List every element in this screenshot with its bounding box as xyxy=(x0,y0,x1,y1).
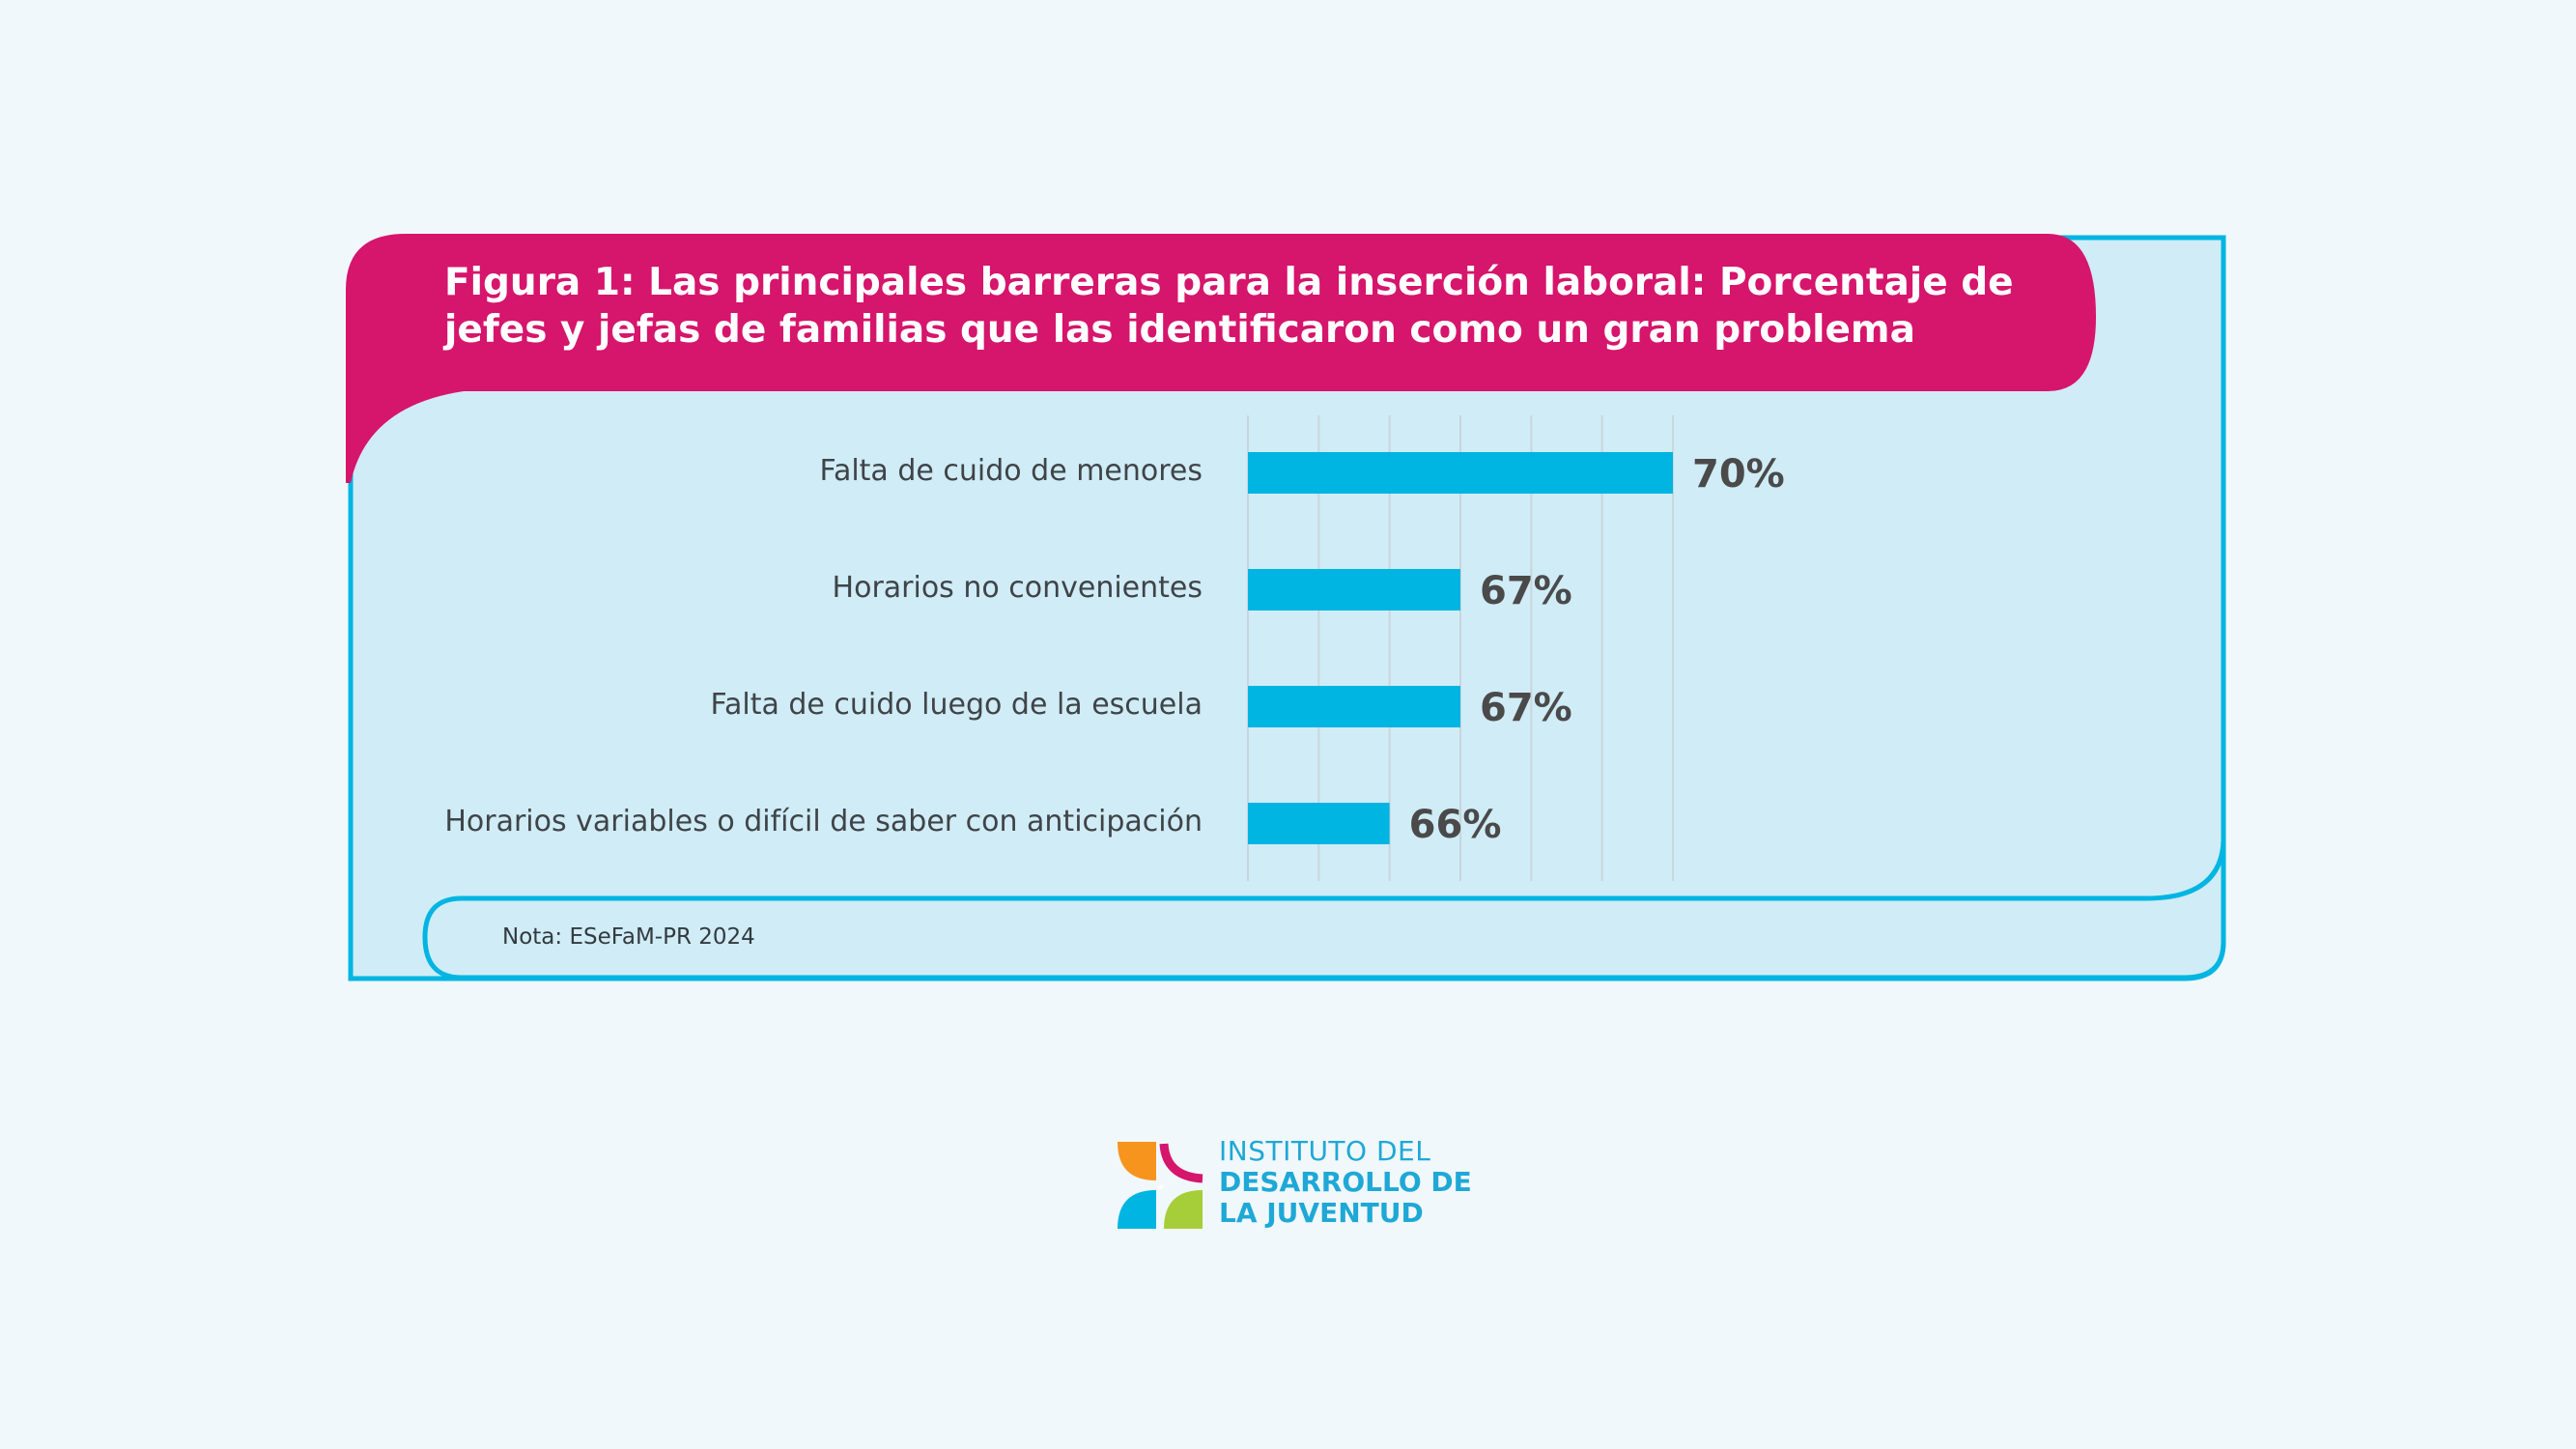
chart-title: Figura 1: Las principales barreras para … xyxy=(444,261,2014,353)
logo-white-star xyxy=(1156,1184,1164,1190)
logo-mark xyxy=(1118,1142,1203,1229)
logo-line-1: INSTITUTO DEL xyxy=(1219,1135,1431,1167)
category-label: Horarios no convenientes xyxy=(833,571,1203,605)
source-note: Nota: ESeFaM-PR 2024 xyxy=(502,924,755,950)
note-strip xyxy=(422,839,2226,980)
category-labels: Falta de cuido de menores Horarios no con… xyxy=(444,454,1203,838)
category-label: Falta de cuido de menores xyxy=(819,454,1203,488)
logo-green-quarter xyxy=(1164,1190,1203,1229)
value-label: 67% xyxy=(1480,686,1572,730)
bar xyxy=(1248,569,1460,611)
bars xyxy=(1248,452,1673,844)
value-label: 66% xyxy=(1409,803,1502,847)
logo-magenta-arc xyxy=(1159,1143,1203,1183)
bar xyxy=(1248,452,1673,494)
bar xyxy=(1248,686,1460,727)
logo-orange-quarter xyxy=(1118,1142,1156,1180)
logo-line-3: LA JUVENTUD xyxy=(1219,1197,1424,1229)
category-label: Falta de cuido luego de la escuela xyxy=(710,688,1203,722)
logo-blue-quarter xyxy=(1118,1190,1156,1229)
logo-wordmark: INSTITUTO DEL DESARROLLO DE LA JUVENTUD xyxy=(1219,1136,1472,1229)
logo-line-2: DESARROLLO DE xyxy=(1219,1166,1472,1198)
category-label: Horarios variables o difícil de saber co… xyxy=(444,805,1203,838)
value-labels: 70% 67% 67% 66% xyxy=(1409,452,1785,847)
bar xyxy=(1248,803,1390,844)
value-label: 67% xyxy=(1480,569,1572,613)
title-band xyxy=(346,234,2096,483)
value-label: 70% xyxy=(1692,452,1785,497)
